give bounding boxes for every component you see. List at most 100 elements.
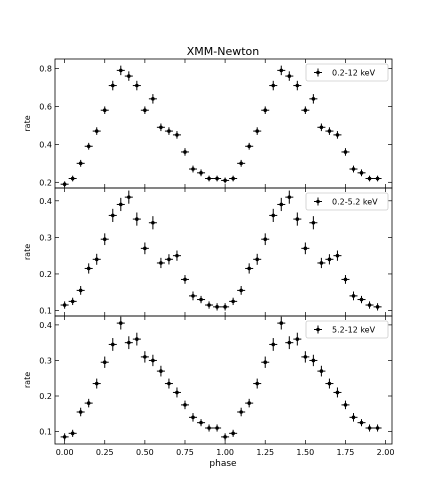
data-marker bbox=[62, 435, 67, 439]
data-point bbox=[100, 356, 109, 368]
data-marker bbox=[159, 125, 163, 130]
data-point bbox=[317, 123, 326, 132]
data-marker bbox=[311, 220, 316, 225]
data-point bbox=[325, 127, 334, 135]
data-marker bbox=[86, 144, 91, 149]
data-marker bbox=[319, 261, 324, 265]
legend: 0.2-12 keV bbox=[305, 63, 389, 82]
data-marker bbox=[151, 358, 155, 363]
data-point bbox=[124, 336, 133, 350]
data-marker bbox=[375, 305, 380, 309]
data-point bbox=[365, 301, 374, 309]
data-marker bbox=[287, 195, 292, 199]
data-point bbox=[76, 286, 85, 295]
data-point bbox=[188, 413, 198, 422]
data-marker bbox=[327, 257, 332, 262]
data-point bbox=[293, 332, 302, 346]
data-marker bbox=[167, 129, 171, 133]
data-point bbox=[84, 398, 93, 408]
data-marker bbox=[223, 435, 227, 439]
data-marker bbox=[303, 355, 308, 359]
data-marker bbox=[239, 288, 243, 293]
x-tick-label: 0.00 bbox=[56, 448, 74, 457]
data-point bbox=[373, 303, 382, 311]
data-marker bbox=[110, 342, 115, 347]
data-marker bbox=[215, 426, 219, 430]
data-point bbox=[285, 190, 294, 204]
data-point bbox=[108, 208, 117, 223]
data-point bbox=[333, 250, 342, 261]
data-point bbox=[213, 175, 222, 182]
data-marker bbox=[215, 305, 219, 309]
data-point bbox=[269, 338, 278, 351]
data-point bbox=[76, 407, 85, 417]
data-marker bbox=[247, 144, 251, 149]
data-point bbox=[317, 365, 326, 377]
legend: 5.2-12 keV bbox=[305, 320, 389, 339]
x-tick-label: 0.75 bbox=[176, 448, 194, 457]
x-tick-label: 0.25 bbox=[96, 448, 114, 457]
data-marker bbox=[263, 108, 268, 113]
data-marker bbox=[110, 213, 115, 218]
data-marker bbox=[135, 217, 139, 221]
data-marker bbox=[102, 360, 107, 365]
legend-marker bbox=[316, 70, 320, 75]
data-marker bbox=[102, 237, 107, 241]
data-point bbox=[309, 216, 318, 230]
data-point bbox=[205, 424, 214, 432]
data-point bbox=[76, 159, 85, 167]
data-point bbox=[285, 71, 294, 81]
data-point bbox=[221, 303, 230, 311]
data-marker bbox=[263, 237, 268, 241]
data-marker bbox=[343, 277, 348, 282]
data-marker bbox=[359, 297, 364, 302]
data-marker bbox=[359, 171, 364, 175]
legend-box bbox=[305, 320, 389, 339]
data-marker bbox=[135, 83, 139, 88]
data-point bbox=[341, 148, 350, 156]
data-point bbox=[197, 169, 206, 177]
data-point bbox=[213, 303, 222, 311]
data-point bbox=[60, 433, 69, 441]
data-point bbox=[180, 148, 189, 156]
data-point bbox=[156, 123, 165, 132]
data-marker bbox=[118, 68, 123, 73]
data-marker bbox=[86, 401, 91, 405]
x-axis-label: phase bbox=[209, 459, 237, 469]
data-point bbox=[124, 71, 133, 81]
data-marker bbox=[78, 410, 83, 414]
data-point bbox=[60, 181, 69, 188]
data-point bbox=[293, 212, 302, 226]
data-point bbox=[365, 424, 374, 432]
legend-box bbox=[305, 63, 389, 82]
panels-group: 0.2 0.4 0.6 0.8 rate 0.2-12 keV 0.1 0.2 0.3 0.4 ra… bbox=[23, 58, 394, 457]
data-point bbox=[140, 351, 149, 363]
data-point bbox=[156, 365, 165, 377]
data-point bbox=[325, 378, 334, 389]
data-marker bbox=[183, 150, 187, 154]
data-point bbox=[277, 197, 286, 212]
data-marker bbox=[231, 176, 235, 181]
data-point bbox=[261, 106, 270, 115]
data-point bbox=[325, 254, 334, 265]
data-marker bbox=[118, 321, 123, 325]
data-marker bbox=[223, 305, 227, 309]
data-point bbox=[116, 197, 125, 212]
y-tick-label: 0.6 bbox=[39, 102, 52, 111]
y-tick-label: 0.4 bbox=[39, 140, 52, 149]
data-point bbox=[180, 275, 189, 284]
data-point bbox=[132, 212, 141, 226]
data-marker bbox=[127, 340, 131, 345]
data-marker bbox=[62, 182, 67, 187]
data-marker bbox=[295, 217, 300, 221]
legend-label: 0.2-5.2 keV bbox=[332, 198, 378, 207]
data-marker bbox=[70, 431, 75, 436]
data-marker bbox=[143, 246, 147, 251]
data-point bbox=[132, 80, 141, 91]
y-tick-label: 0.2 bbox=[39, 178, 52, 187]
data-point bbox=[365, 175, 374, 182]
data-marker bbox=[191, 167, 195, 171]
data-marker bbox=[183, 403, 187, 407]
data-point bbox=[116, 65, 125, 76]
